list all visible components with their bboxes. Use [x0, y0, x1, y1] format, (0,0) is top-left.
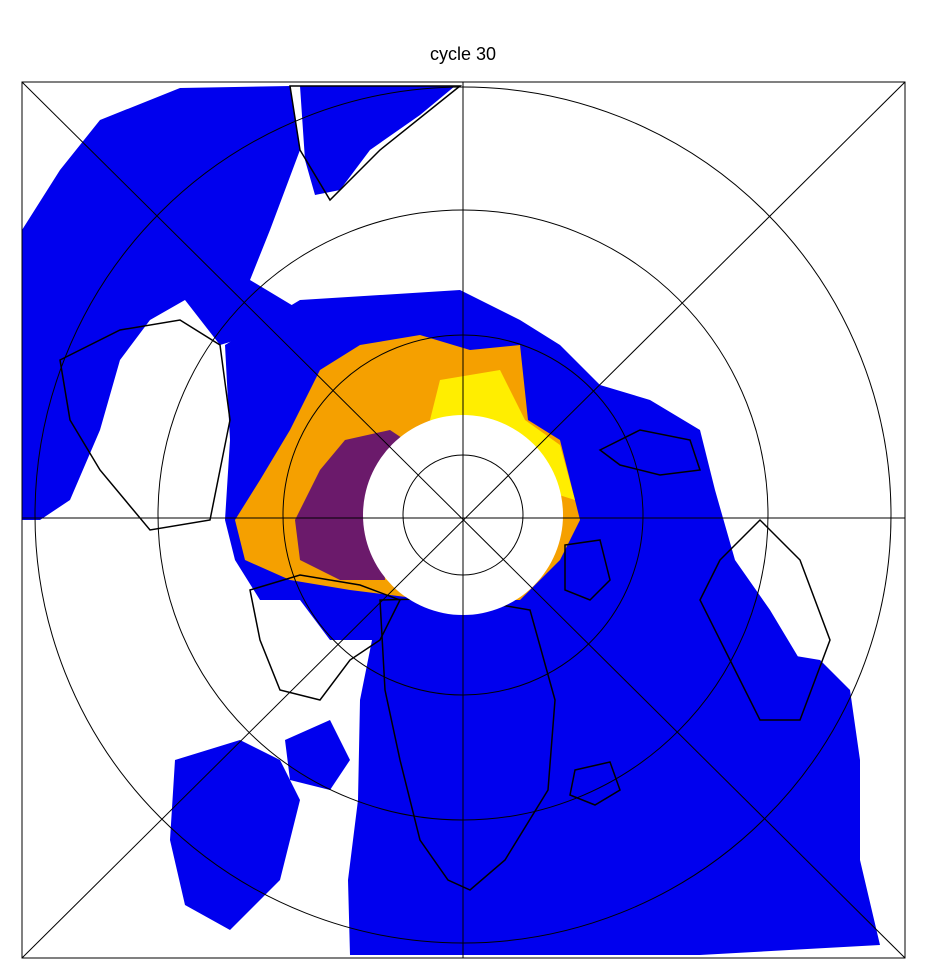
alaska	[59, 319, 231, 531]
svalbard	[564, 539, 611, 601]
siberia	[289, 85, 463, 202]
map-area	[22, 82, 905, 958]
novaya-zemlya	[598, 429, 702, 476]
ice-pacific	[22, 86, 300, 520]
canadian-archipelago	[249, 574, 402, 701]
ice-bering	[300, 86, 455, 195]
meridian	[22, 82, 905, 958]
ice-baffin	[285, 720, 350, 790]
greenland	[379, 597, 556, 891]
ice-hudson	[170, 740, 300, 930]
map-frame	[21, 81, 906, 959]
graticule	[22, 82, 905, 958]
scandinavia	[699, 518, 831, 721]
iceland	[569, 761, 621, 806]
ice-okhotsk	[760, 650, 850, 740]
map-title: cycle 30	[430, 44, 496, 64]
